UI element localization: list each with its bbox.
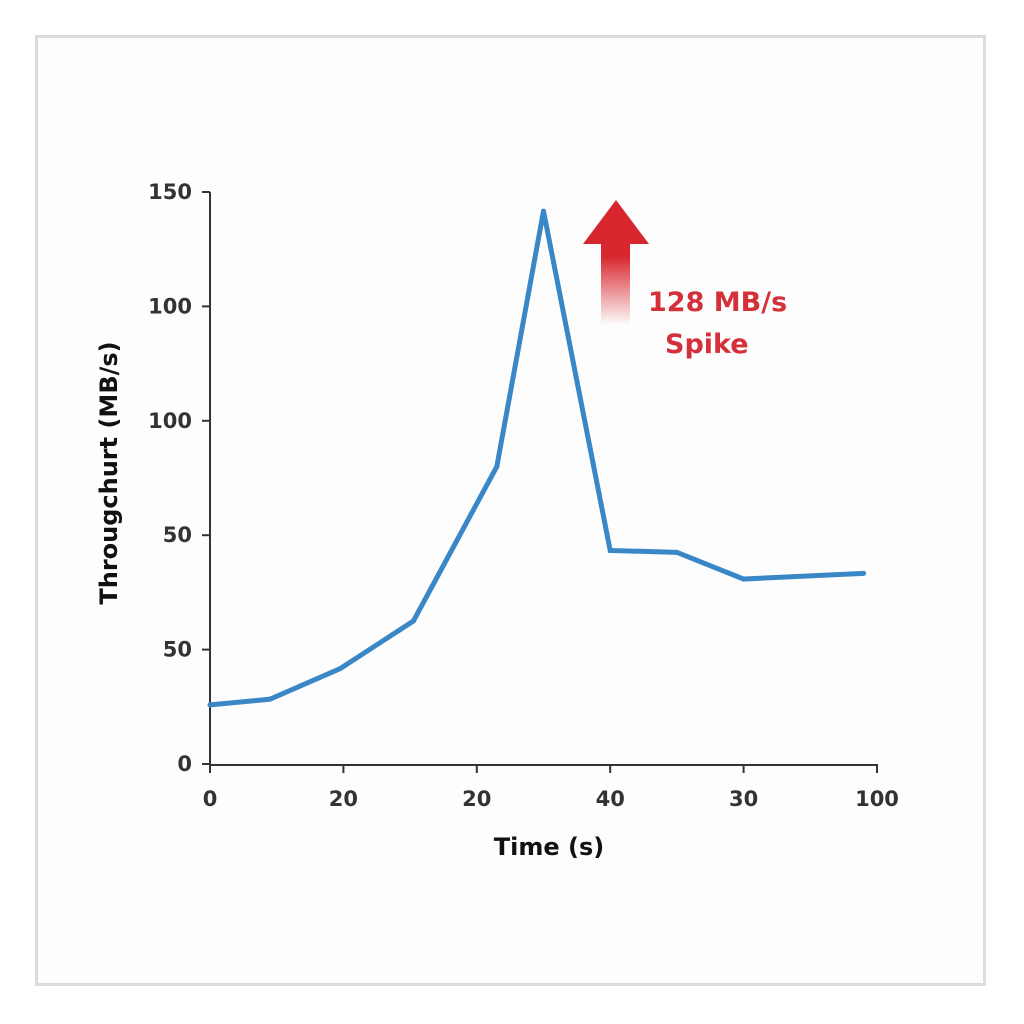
- data-point: [674, 549, 680, 555]
- x-axis-label: Time (s): [494, 833, 604, 861]
- data-point: [741, 576, 747, 582]
- data-point: [267, 696, 273, 702]
- data-point: [861, 570, 867, 576]
- x-tick-label: 20: [329, 787, 358, 811]
- y-tick-label: 100: [148, 294, 192, 318]
- data-point: [607, 547, 613, 553]
- y-tick-label: 150: [148, 180, 192, 204]
- x-tick-label: 0: [203, 787, 218, 811]
- series-line: [209, 210, 864, 708]
- y-tick-label: 0: [177, 752, 192, 776]
- chart-frame: [35, 35, 986, 986]
- data-point: [207, 702, 213, 708]
- data-point: [541, 208, 546, 214]
- data-point: [337, 666, 343, 672]
- x-tick-label: 30: [729, 787, 758, 811]
- x-tick-label: 40: [596, 787, 625, 811]
- y-tick-label: 50: [163, 638, 192, 662]
- annotation-value: 128 MB/s: [648, 287, 787, 318]
- x-tick-label: 20: [462, 787, 491, 811]
- x-tick-label: 100: [855, 787, 899, 811]
- annotation-label: Spike: [665, 329, 749, 360]
- y-tick-label: 50: [163, 523, 192, 547]
- y-tick-label: 100: [148, 409, 192, 433]
- data-point: [410, 618, 416, 624]
- y-axis-label: Througchurt (MB/s): [95, 341, 123, 604]
- data-point: [494, 464, 500, 470]
- axes: [209, 192, 878, 766]
- up-arrow-icon: [583, 200, 649, 325]
